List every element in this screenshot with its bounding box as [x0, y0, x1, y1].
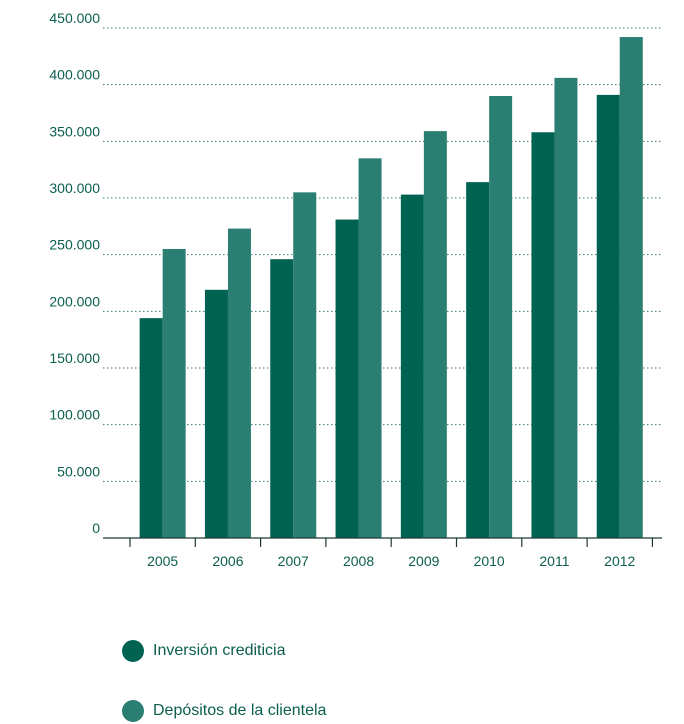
y-tick-label: 100.000 [49, 407, 100, 423]
bar-inversion [335, 219, 359, 539]
legend-item-inversion: Inversión crediticia [122, 638, 326, 664]
bars [139, 37, 643, 539]
bar-depositos [489, 96, 513, 538]
bar-depositos [358, 158, 382, 539]
bar-inversion [204, 289, 228, 538]
x-tick-label: 2009 [408, 553, 439, 569]
bar-depositos [227, 228, 251, 538]
bar-inversion [466, 182, 490, 538]
bar-depositos [293, 192, 317, 539]
axes [103, 537, 662, 547]
x-tick-label: 2011 [539, 553, 569, 569]
legend-label: Inversión crediticia [153, 642, 286, 659]
legend: Inversión crediticia Depósitos de la cli… [122, 638, 326, 724]
y-tick-label: 350.000 [49, 123, 100, 139]
legend-swatch-inversion-icon [122, 640, 144, 662]
bar-inversion [270, 259, 294, 538]
y-tick-label: 250.000 [49, 237, 100, 253]
bar-depositos [423, 131, 447, 538]
x-tick-label: 2012 [604, 553, 635, 569]
legend-item-depositos: Depósitos de la clientela [122, 698, 326, 724]
legend-label: Depósitos de la clientela [153, 702, 327, 719]
x-tick-labels: 2005 2006 2007 2008 2009 2010 2011 2012 [147, 553, 635, 569]
y-tick-label: 450.000 [49, 10, 100, 26]
x-tick-label: 2006 [212, 553, 243, 569]
x-tick-label: 2008 [343, 553, 374, 569]
y-tick-labels: 0 50.000 100.000 150.000 200.000 250.000 300.0… [49, 10, 100, 536]
bar-inversion [531, 132, 555, 538]
gridlines [103, 27, 662, 482]
bar-depositos [162, 249, 186, 538]
legend-swatch-depositos-icon [122, 700, 144, 722]
x-tick-label: 2007 [278, 553, 309, 569]
y-tick-label: 50.000 [57, 463, 100, 479]
y-tick-label: 150.000 [49, 350, 100, 366]
x-tick-label: 2010 [474, 553, 505, 569]
bar-inversion [400, 194, 424, 538]
y-tick-label: 300.000 [49, 180, 100, 196]
bar-inversion [139, 318, 163, 538]
bar-depositos [619, 37, 643, 539]
y-tick-label: 400.000 [49, 67, 100, 83]
bar-depositos [554, 77, 578, 538]
bar-inversion [596, 94, 620, 538]
y-tick-label: 0 [92, 520, 100, 536]
x-tick-label: 2005 [147, 553, 178, 569]
y-tick-label: 200.000 [49, 293, 100, 309]
